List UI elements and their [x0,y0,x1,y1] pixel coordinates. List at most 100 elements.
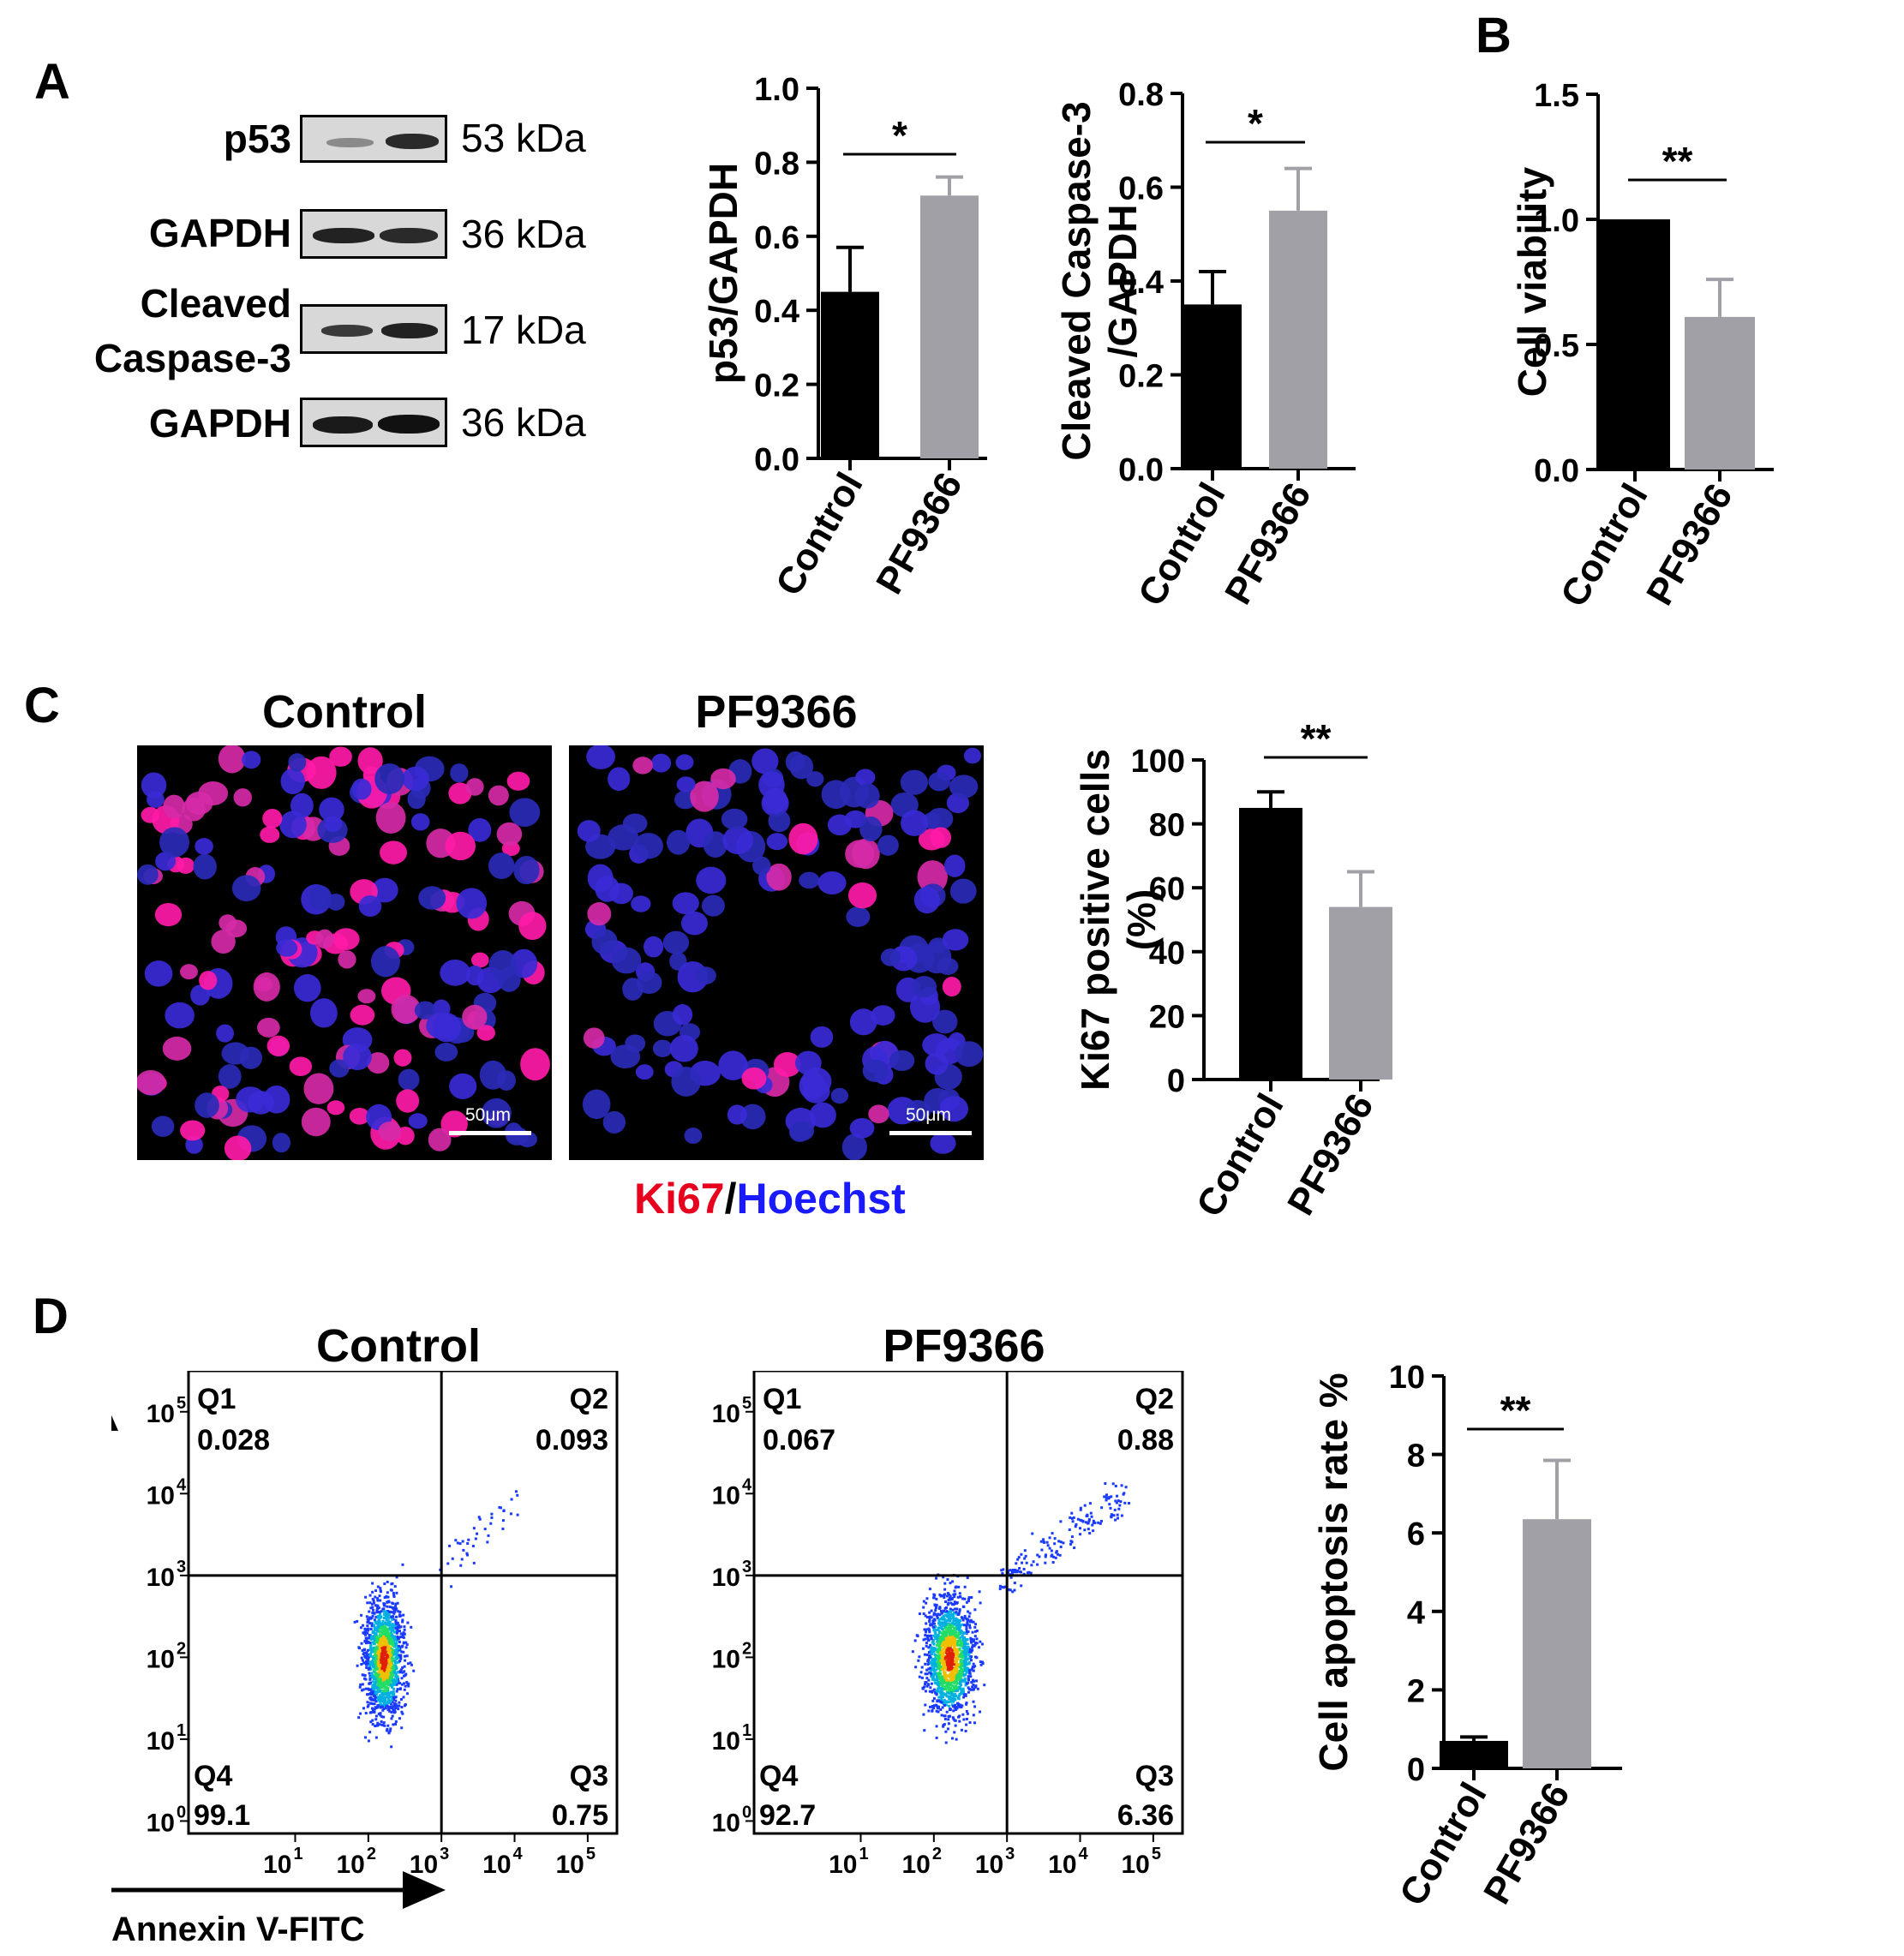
event-dot [1000,1569,1003,1572]
event-dot [384,1705,387,1708]
event-dot [1051,1532,1054,1535]
event-dot [940,1631,943,1635]
event-dot [1023,1549,1027,1552]
event-dot [944,1703,948,1707]
event-dot [961,1630,964,1634]
event-dot [398,1701,401,1704]
event-dot [932,1688,936,1691]
event-dot [948,1695,951,1698]
event-dot [935,1693,938,1696]
event-dot [394,1618,398,1622]
event-dot [943,1676,947,1679]
nucleus [904,1099,931,1122]
event-dot [1092,1529,1095,1533]
nucleus [582,1089,611,1120]
event-dot [971,1646,974,1649]
event-dot [373,1618,376,1622]
nucleus [224,1135,252,1160]
event-dot [935,1576,938,1580]
event-dot [515,1490,518,1493]
event-dot [384,1657,387,1660]
x-tick-exponent: 1 [859,1845,868,1863]
event-dot [931,1661,935,1665]
event-dot [374,1660,377,1663]
event-dot [383,1662,386,1666]
event-dot [946,1615,949,1618]
event-dot [395,1642,398,1645]
event-dot [369,1667,373,1671]
event-dot [935,1709,938,1713]
event-dot [959,1661,962,1665]
event-dot [946,1661,949,1665]
nucleus [154,902,183,927]
event-dot [1117,1507,1121,1510]
event-dot [380,1679,384,1683]
nucleus [636,971,662,995]
event-dot [1057,1552,1060,1556]
event-dot [392,1683,396,1686]
event-dot [387,1638,391,1642]
event-dot [380,1654,383,1658]
event-dot [395,1678,398,1682]
event-dot [956,1595,960,1599]
event-dot [964,1684,967,1687]
y-axis-label: Ki67 positive cells [1073,749,1117,1091]
event-dot [390,1745,393,1749]
event-dot [1107,1497,1111,1500]
event-dot [925,1597,929,1600]
event-dot [363,1655,367,1659]
event-dot [1085,1515,1088,1518]
event-dot [963,1657,967,1660]
event-dot [927,1709,931,1713]
event-dot [938,1639,942,1642]
y-tick-label: 10 [712,1645,740,1673]
event-dot [459,1564,463,1567]
event-dot [386,1704,389,1708]
event-dot [949,1683,953,1686]
event-dot [373,1708,376,1711]
event-dot [957,1633,961,1636]
event-dot [1069,1516,1072,1519]
event-dot [925,1628,928,1631]
event-dot [360,1689,363,1692]
event-dot [1092,1521,1095,1524]
x-tick-label: Control [1189,1087,1292,1224]
event-dot [940,1667,943,1671]
event-dot [975,1629,979,1632]
event-dot [968,1669,972,1672]
event-dot [933,1636,937,1639]
nucleus [163,794,185,819]
event-dot [960,1728,963,1732]
event-dot [388,1610,392,1613]
y-tick-label: 10 [147,1481,175,1510]
event-dot [937,1633,940,1636]
event-dot [943,1701,946,1704]
nucleus [378,1122,402,1141]
nucleus [847,882,877,909]
event-dot [390,1690,393,1694]
event-dot [368,1660,372,1664]
event-dot [940,1696,943,1699]
nucleus [497,1070,516,1092]
event-dot [953,1647,956,1650]
nucleus [703,831,728,858]
event-dot [936,1705,939,1708]
event-dot [402,1696,405,1699]
event-dot [951,1608,955,1612]
event-dot [386,1580,389,1583]
event-dot [391,1701,394,1704]
event-dot [928,1611,931,1614]
event-dot [401,1671,404,1674]
micro-title-pf9366: PF9366 [695,686,858,738]
event-dot [963,1624,967,1627]
event-dot [932,1669,936,1672]
event-dot [378,1620,381,1624]
event-dot [386,1655,389,1659]
x-tick-label: 10 [482,1851,511,1879]
nucleus [137,1070,166,1096]
event-dot [950,1637,954,1641]
event-dot [941,1696,944,1699]
event-dot [947,1618,950,1621]
event-dot [1073,1546,1076,1550]
event-dot [391,1672,394,1676]
